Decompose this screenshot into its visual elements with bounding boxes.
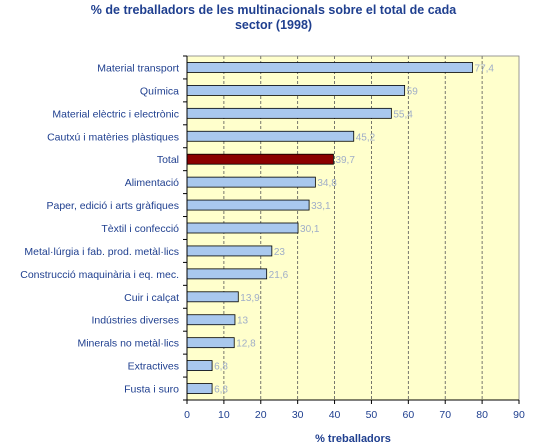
value-label-9: 21,6 — [269, 270, 289, 281]
bar-5 — [186, 176, 316, 188]
value-label-6: 33,1 — [311, 201, 331, 212]
x-tick-label-90: 90 — [513, 409, 525, 421]
category-label-0: Material transport — [97, 62, 179, 74]
value-label-2: 55,4 — [393, 109, 413, 120]
value-label-10: 13,9 — [240, 293, 260, 304]
bar-7 — [186, 222, 299, 234]
value-label-1: 59 — [407, 86, 419, 97]
x-tick-label-40: 40 — [329, 409, 341, 421]
x-tick-label-10: 10 — [218, 409, 230, 421]
x-tick-label-20: 20 — [255, 409, 267, 421]
bar-4 — [186, 153, 334, 165]
bar-13 — [186, 360, 213, 372]
category-label-6: Paper, edició i arts gràfiques — [47, 200, 180, 212]
category-label-5: Alimentació — [125, 177, 179, 189]
category-label-7: Tèxtil i confecció — [101, 223, 179, 235]
chart-title-line-1: % de treballadors de les multinacionals … — [90, 3, 457, 17]
category-label-1: Química — [140, 85, 179, 97]
bar-3 — [186, 130, 355, 142]
category-label-4: Total — [157, 154, 179, 166]
category-label-11: Indústries diverses — [91, 315, 179, 327]
value-label-7: 30,1 — [300, 224, 320, 235]
category-label-12: Minerals no metàl·lics — [77, 338, 179, 350]
bar-1 — [186, 85, 406, 96]
bars — [186, 62, 473, 394]
value-label-12: 12,8 — [236, 339, 256, 350]
chart-title: % de treballadors de les multinacionals … — [0, 3, 547, 33]
category-label-14: Fusta i suro — [124, 384, 179, 396]
value-label-8: 23 — [274, 247, 286, 258]
category-label-13: Extractives — [128, 361, 179, 373]
bar-11 — [186, 314, 236, 326]
category-label-10: Cuir i calçat — [124, 292, 179, 304]
value-label-0: 77,4 — [475, 63, 495, 74]
chart-title-line-2: sector (1998) — [234, 18, 313, 32]
bar-8 — [186, 245, 273, 257]
x-tick-label-80: 80 — [476, 409, 488, 421]
axes: 0 10 20 30 40 50 60 70 80 90 — [183, 55, 525, 421]
x-tick-label-70: 70 — [439, 409, 451, 421]
category-label-8: Metal·lúrgia i fab. prod. metàl·lics — [24, 246, 179, 258]
x-tick-label-0: 0 — [184, 409, 190, 421]
bar-0 — [186, 62, 473, 73]
value-label-14: 6,8 — [214, 385, 228, 396]
category-labels: Material transport Química Material elèctr… — [20, 62, 179, 395]
value-labels: 77,4 59 55,4 45,2 39,7 34,8 33,1 30,1 23 21,6 13,9… — [214, 63, 494, 395]
bar-14 — [186, 383, 213, 394]
bar-12 — [186, 337, 235, 349]
bar-9 — [186, 268, 268, 280]
bar-6 — [186, 199, 310, 211]
value-label-5: 34,8 — [317, 178, 337, 189]
bar-10 — [186, 291, 239, 303]
bar-2 — [186, 107, 392, 119]
x-axis-title: % treballadors — [315, 433, 391, 445]
x-tick-label-50: 50 — [366, 409, 378, 421]
value-label-13: 6,8 — [214, 362, 228, 373]
value-label-4: 39,7 — [335, 155, 355, 166]
value-label-11: 13 — [237, 316, 249, 327]
value-label-3: 45,2 — [356, 132, 376, 143]
x-tick-label-60: 60 — [402, 409, 414, 421]
category-label-9: Construcció maquinària i eq. mec. — [20, 269, 179, 281]
x-tick-label-30: 30 — [292, 409, 304, 421]
category-label-3: Cautxú i matèries plàstiques — [47, 131, 179, 143]
category-label-2: Material elèctric i electrònic — [52, 108, 179, 120]
